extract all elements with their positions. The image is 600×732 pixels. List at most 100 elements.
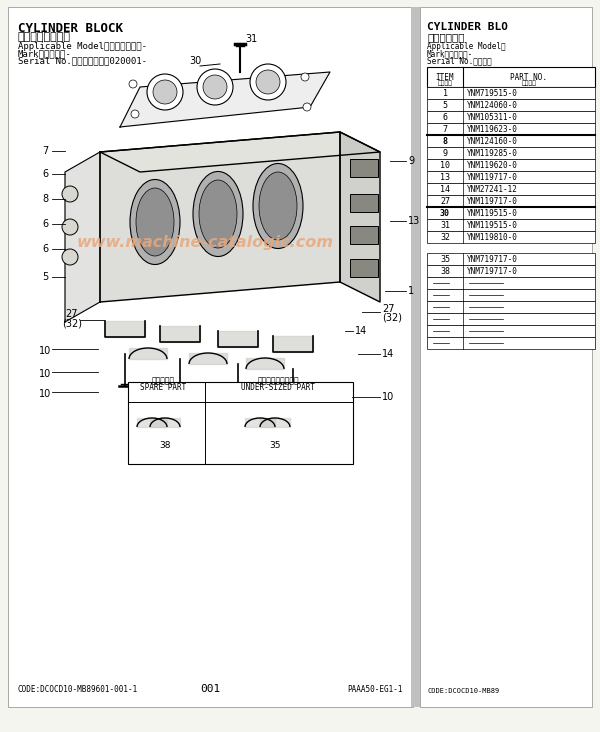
Text: 30: 30	[440, 209, 450, 217]
Bar	[427, 313, 595, 325]
Text: 1: 1	[408, 286, 414, 296]
Text: 部品番号: 部品番号	[437, 80, 452, 86]
Circle shape	[250, 64, 286, 100]
Polygon shape	[218, 331, 258, 347]
Text: 35: 35	[440, 255, 450, 264]
Text: 6: 6	[42, 244, 48, 254]
Text: YNM124160-0: YNM124160-0	[467, 136, 518, 146]
Polygon shape	[100, 132, 340, 302]
Bar	[427, 231, 595, 243]
Text: 38: 38	[440, 266, 450, 275]
Bar	[128, 382, 353, 464]
Circle shape	[301, 73, 309, 81]
Text: CODE:DCOCD10-MB89601-001-1: CODE:DCOCD10-MB89601-001-1	[18, 685, 138, 694]
Text: Mark（記号）：-: Mark（記号）：-	[427, 49, 473, 58]
Bar	[427, 219, 595, 231]
Text: 32: 32	[440, 233, 450, 242]
Circle shape	[131, 110, 139, 118]
Bar	[427, 135, 595, 147]
Text: YNM119810-0: YNM119810-0	[467, 233, 518, 242]
Text: UNDER-SIZED PART: UNDER-SIZED PART	[241, 383, 315, 392]
Text: (32): (32)	[62, 318, 82, 328]
Text: 14: 14	[382, 349, 394, 359]
Ellipse shape	[193, 171, 243, 256]
Ellipse shape	[136, 188, 174, 256]
Text: YNM119620-0: YNM119620-0	[467, 160, 518, 170]
Ellipse shape	[259, 172, 297, 240]
Polygon shape	[120, 72, 330, 127]
Text: 30: 30	[189, 56, 201, 66]
Text: PART NO.: PART NO.	[511, 73, 548, 82]
Text: 38: 38	[159, 441, 171, 450]
Bar	[350, 226, 378, 244]
Ellipse shape	[199, 180, 237, 248]
Bar	[350, 259, 378, 277]
Text: 7: 7	[42, 146, 48, 156]
Text: 13: 13	[440, 173, 450, 182]
Text: 9: 9	[443, 149, 448, 157]
Text: 001: 001	[200, 684, 220, 694]
Text: Serial No.（適用号機）：020001-: Serial No.（適用号機）：020001-	[18, 56, 147, 65]
Text: 14: 14	[355, 326, 367, 336]
Circle shape	[197, 69, 233, 105]
Text: www.machine-catalogic.com: www.machine-catalogic.com	[77, 234, 334, 250]
Polygon shape	[340, 132, 380, 302]
Text: ITEM: ITEM	[436, 73, 454, 82]
Text: YNM719717-0: YNM719717-0	[467, 255, 518, 264]
Text: 1: 1	[443, 89, 448, 97]
Text: (32): (32)	[382, 312, 402, 322]
Ellipse shape	[130, 179, 180, 264]
Text: YNM719515-0: YNM719515-0	[467, 89, 518, 97]
Bar	[411, 7, 420, 707]
Text: YNM719717-0: YNM719717-0	[467, 266, 518, 275]
Bar	[427, 195, 595, 207]
Bar	[427, 171, 595, 183]
Text: YNM119717-0: YNM119717-0	[467, 196, 518, 206]
Bar	[427, 337, 595, 349]
Text: 部品番号: 部品番号	[521, 80, 536, 86]
Circle shape	[303, 103, 311, 111]
Bar	[350, 194, 378, 212]
Circle shape	[147, 74, 183, 110]
Text: 7: 7	[443, 124, 448, 133]
Text: 10: 10	[382, 392, 394, 402]
Polygon shape	[100, 132, 380, 172]
Text: 6: 6	[443, 113, 448, 122]
Text: 27: 27	[440, 196, 450, 206]
Circle shape	[256, 70, 280, 94]
Text: YNM124060-0: YNM124060-0	[467, 100, 518, 110]
Bar	[427, 183, 595, 195]
Circle shape	[62, 219, 78, 235]
Text: 10: 10	[440, 160, 450, 170]
Bar	[427, 253, 595, 265]
Text: YNM105311-0: YNM105311-0	[467, 113, 518, 122]
Bar	[427, 325, 595, 337]
Text: 補修用部品: 補修用部品	[151, 376, 175, 385]
Text: 8: 8	[443, 136, 448, 146]
Text: CYLINDER BLO: CYLINDER BLO	[427, 22, 508, 32]
Text: SPARE PART: SPARE PART	[140, 383, 186, 392]
Circle shape	[129, 80, 137, 88]
Bar	[427, 87, 595, 99]
Text: シリンダブロ: シリンダブロ	[427, 32, 464, 42]
Circle shape	[62, 186, 78, 202]
Text: Applicable Model（適用機種）：-: Applicable Model（適用機種）：-	[18, 42, 147, 51]
Circle shape	[153, 80, 177, 104]
Text: Applicable Model（: Applicable Model（	[427, 42, 506, 51]
Text: 31: 31	[245, 34, 257, 44]
Bar	[427, 301, 595, 313]
Text: CODE:DCOCD10-MB89: CODE:DCOCD10-MB89	[427, 688, 499, 694]
Bar	[427, 147, 595, 159]
Polygon shape	[273, 336, 313, 352]
Text: YNM119515-0: YNM119515-0	[467, 220, 518, 230]
Polygon shape	[160, 326, 200, 342]
Bar	[427, 99, 595, 111]
Bar	[427, 207, 595, 219]
Bar	[427, 265, 595, 277]
Text: 27: 27	[66, 309, 78, 319]
Text: 14: 14	[440, 184, 450, 193]
Text: 6: 6	[42, 169, 48, 179]
Text: 8: 8	[42, 194, 48, 204]
Bar	[350, 159, 378, 177]
Text: 10: 10	[39, 369, 51, 379]
